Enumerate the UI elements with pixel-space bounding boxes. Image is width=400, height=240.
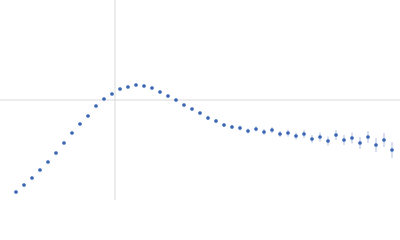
- point: [254, 127, 258, 131]
- point: [46, 160, 50, 164]
- point: [350, 136, 354, 140]
- point: [14, 190, 18, 194]
- point: [374, 143, 378, 147]
- point: [294, 134, 298, 138]
- point: [70, 131, 74, 135]
- point: [262, 130, 266, 134]
- point: [278, 132, 282, 136]
- point: [286, 131, 290, 135]
- point: [54, 151, 58, 155]
- point: [118, 87, 122, 91]
- point: [326, 139, 330, 143]
- page: (() => { const data = JSON.parse(documen…: [0, 0, 400, 200]
- point: [22, 183, 26, 187]
- point: [390, 148, 394, 152]
- point: [94, 104, 98, 108]
- point: [310, 137, 314, 141]
- chart: [0, 0, 400, 200]
- point: [302, 132, 306, 136]
- point: [150, 86, 154, 90]
- point: [182, 103, 186, 107]
- point: [110, 92, 114, 96]
- point: [190, 107, 194, 111]
- point: [246, 129, 250, 133]
- point: [166, 94, 170, 98]
- point: [198, 111, 202, 115]
- point: [334, 133, 338, 137]
- point: [230, 125, 234, 129]
- point: [270, 128, 274, 132]
- point: [102, 97, 106, 101]
- point: [318, 135, 322, 139]
- point: [382, 138, 386, 142]
- point: [62, 141, 66, 145]
- point: [238, 126, 242, 130]
- point: [214, 119, 218, 123]
- point: [30, 176, 34, 180]
- point: [158, 90, 162, 94]
- point: [38, 168, 42, 172]
- point: [206, 116, 210, 120]
- point: [358, 141, 362, 145]
- point: [86, 114, 90, 118]
- point: [78, 122, 82, 126]
- point: [174, 98, 178, 102]
- point: [366, 135, 370, 139]
- point: [126, 85, 130, 89]
- point: [142, 84, 146, 88]
- point: [134, 83, 138, 87]
- point: [342, 138, 346, 142]
- point: [222, 123, 226, 127]
